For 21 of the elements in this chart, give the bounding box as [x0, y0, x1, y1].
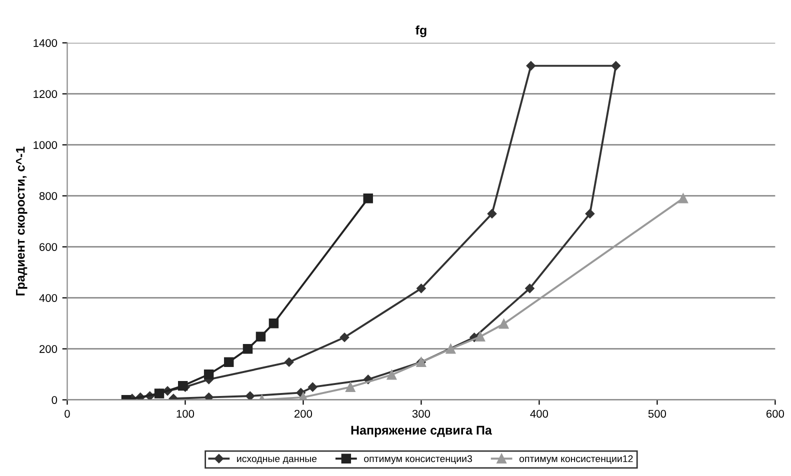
x-tick-label: 100 [176, 410, 194, 418]
y-tick-label: 400 [39, 294, 58, 302]
x-tick-label: 400 [530, 410, 548, 418]
legend-label: исходные данные [237, 456, 317, 464]
x-tick-label: 600 [766, 410, 784, 418]
legend-label: оптимум консистенции12 [519, 455, 633, 464]
chart-title: fg [416, 25, 426, 38]
y-tick-label: 1400 [34, 39, 58, 47]
y-tick-label: 600 [40, 243, 58, 251]
x-axis-title: Напряжение сдвига Па [351, 426, 492, 438]
y-tick-label: 1000 [34, 141, 58, 149]
x-tick-label: 0 [64, 410, 70, 418]
legend-label: оптимум консистенции3 [364, 455, 472, 464]
y-axis-title: Градиент скорости, с^-1 [16, 146, 28, 296]
x-tick-label: 200 [294, 410, 312, 418]
y-tick-label: 1200 [34, 90, 58, 98]
y-tick-label: 800 [39, 192, 58, 200]
y-tick-label: 0 [52, 396, 58, 404]
x-tick-label: 300 [412, 410, 430, 418]
y-tick-label: 200 [40, 345, 58, 353]
x-tick-label: 500 [648, 410, 666, 418]
